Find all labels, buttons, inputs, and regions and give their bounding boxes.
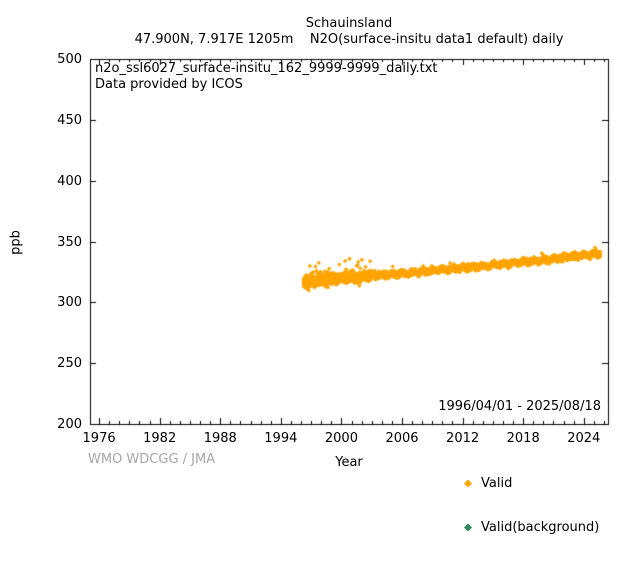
x-tick-label: 2024 bbox=[567, 431, 601, 446]
y-axis-label: ppb bbox=[8, 230, 24, 255]
y-tick-label: 200 bbox=[57, 417, 82, 432]
legend-label-valid: Valid bbox=[481, 476, 513, 491]
x-tick-label: 2006 bbox=[385, 431, 419, 446]
legend: Valid Valid(background) bbox=[460, 447, 599, 565]
x-tick-label: 1988 bbox=[203, 431, 237, 446]
chart-title: Schauinsland bbox=[305, 16, 393, 31]
legend-item-valid: Valid bbox=[460, 477, 599, 490]
chart-subtitle: 47.900N, 7.917E 1205m N2O(surface-insitu… bbox=[134, 32, 564, 47]
y-tick-label: 500 bbox=[57, 52, 82, 67]
y-tick-label: 450 bbox=[57, 112, 82, 128]
attribution: WMO WDCGG / JMA bbox=[88, 452, 216, 467]
legend-label-valid-background: Valid(background) bbox=[481, 520, 600, 535]
y-tick-label: 300 bbox=[57, 295, 82, 311]
y-tick-label: 400 bbox=[57, 173, 82, 189]
valid-background-diamond-icon bbox=[464, 523, 472, 532]
y-tick-label: 250 bbox=[57, 356, 82, 372]
legend-item-valid-background: Valid(background) bbox=[460, 521, 599, 534]
plot-canvas bbox=[0, 0, 640, 480]
x-axis-label: Year bbox=[335, 455, 363, 470]
figure: Schauinsland 47.900N, 7.917E 1205m N2O(s… bbox=[0, 0, 640, 534]
x-tick-label: 2018 bbox=[506, 431, 540, 446]
x-tick-label: 1976 bbox=[82, 431, 116, 446]
date-range-label: 1996/04/01 - 2025/08/18 bbox=[438, 399, 601, 414]
dataset-filename: n2o_ssl6027_surface-insitu_162_9999-9999… bbox=[95, 61, 438, 76]
data-provider-note: Data provided by ICOS bbox=[95, 77, 243, 92]
x-tick-label: 1994 bbox=[264, 431, 298, 446]
x-tick-label: 1982 bbox=[143, 431, 177, 446]
y-tick-label: 350 bbox=[57, 234, 82, 250]
x-tick-label: 2012 bbox=[446, 431, 480, 446]
valid-diamond-icon bbox=[464, 479, 472, 488]
x-tick-label: 2000 bbox=[324, 431, 358, 446]
